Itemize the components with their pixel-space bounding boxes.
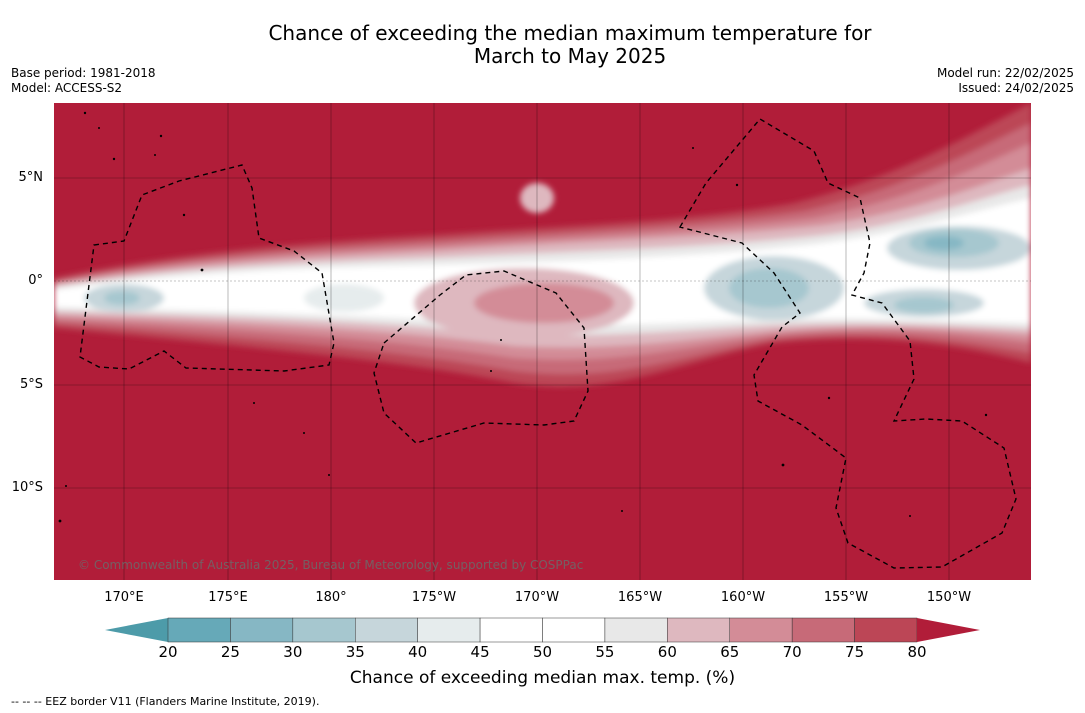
colorbar-tick-label: 70: [782, 643, 802, 661]
colorbar-cell: [729, 617, 793, 643]
colorbar-tick-label: 30: [283, 643, 303, 661]
cool-pocket-east-1-core: [729, 268, 809, 308]
colorbar-tick-label: 75: [845, 643, 865, 661]
colorbar-tick-label: 25: [220, 643, 240, 661]
lon-label-170e: 170°E: [104, 590, 144, 605]
cool-pocket-east-2-inner: [924, 236, 964, 250]
colorbar-tick-label: 35: [345, 643, 365, 661]
colorbar-cell: [292, 617, 356, 643]
metadata-right: Model run: 22/02/2025 Issued: 24/02/2025: [937, 66, 1074, 96]
base-period-text: Base period: 1981-2018: [11, 66, 156, 80]
colorbar-tick-label: 80: [907, 643, 927, 661]
eez-footnote: -- -- -- EEZ border V11 (Flanders Marine…: [11, 695, 320, 708]
lat-label-0: 0°: [28, 273, 43, 288]
colorbar-cell: [854, 617, 918, 643]
colorbar-tick-label: 20: [158, 643, 178, 661]
colorbar-cell: [791, 617, 855, 643]
lat-label-5s: 5°S: [19, 377, 43, 392]
colorbar-cell: [667, 617, 730, 643]
lon-label-150w: 150°W: [926, 590, 972, 605]
lon-label-175e: 175°E: [208, 590, 248, 605]
title-line-1: Chance of exceeding the median maximum t…: [268, 21, 872, 45]
lon-label-170w: 170°W: [514, 590, 560, 605]
colorbar-tick-label: 40: [408, 643, 428, 661]
model-text: Model: ACCESS-S2: [11, 81, 123, 95]
colorbar-tick-label: 50: [532, 643, 553, 661]
colorbar-cell: [604, 617, 668, 643]
colorbar-cell: [479, 617, 543, 643]
model-run-text: Model run: 22/02/2025: [936, 66, 1074, 80]
colorbar-tick-label: 45: [470, 643, 490, 661]
colorbar-cell: [542, 617, 606, 643]
island-markers: [58, 111, 988, 523]
chart-title: Chance of exceeding the median maximum t…: [0, 22, 1085, 68]
colorbar-cell: [417, 617, 481, 643]
colorbar-tick-label: 65: [720, 643, 740, 661]
eez-kiribati-line: [678, 118, 1017, 569]
cool-pocket-east-3-core: [894, 297, 954, 313]
probability-field: [54, 103, 1031, 387]
eez-kiribati-gilbert: [79, 164, 335, 372]
warm-pocket-core: [474, 283, 614, 323]
colorbar-tick-label: 55: [595, 643, 615, 661]
colorbar-cell: [230, 617, 294, 643]
copyright-notice: © Commonwealth of Australia 2025, Bureau…: [78, 558, 584, 572]
metadata-left: Base period: 1981-2018 Model: ACCESS-S2: [11, 66, 156, 96]
colorbar-cell: [355, 617, 418, 643]
lat-label-5n: 5°N: [18, 170, 44, 185]
cool-pocket-west-core: [104, 291, 140, 305]
colorbar-low-extend: [105, 618, 168, 642]
title-line-2: March to May 2025: [473, 44, 667, 68]
issued-text: Issued: 24/02/2025: [958, 81, 1074, 95]
cool-pocket-mid: [304, 284, 384, 312]
lon-label-155w: 155°W: [823, 590, 869, 605]
graticule: [54, 103, 1031, 580]
eez-kiribati-phoenix: [373, 270, 589, 444]
colorbar-cell: [167, 617, 231, 643]
colorbar-label: Chance of exceeding median max. temp. (%…: [349, 668, 736, 688]
map-canvas: [54, 103, 1031, 580]
colorbar-high-extend: [917, 618, 980, 642]
colorbar-cells: [167, 617, 918, 643]
lon-label-165w: 165°W: [617, 590, 663, 605]
eez-borders: [79, 118, 1017, 569]
lon-label-180: 180°: [315, 590, 347, 605]
colorbar: [105, 617, 980, 643]
lon-label-160w: 160°W: [720, 590, 766, 605]
colorbar-tick-label: 60: [657, 643, 677, 661]
lat-label-10s: 10°S: [11, 480, 43, 495]
forecast-map[interactable]: [54, 103, 1031, 580]
lon-label-175w: 175°W: [411, 590, 457, 605]
warm-pocket-north: [520, 183, 554, 213]
